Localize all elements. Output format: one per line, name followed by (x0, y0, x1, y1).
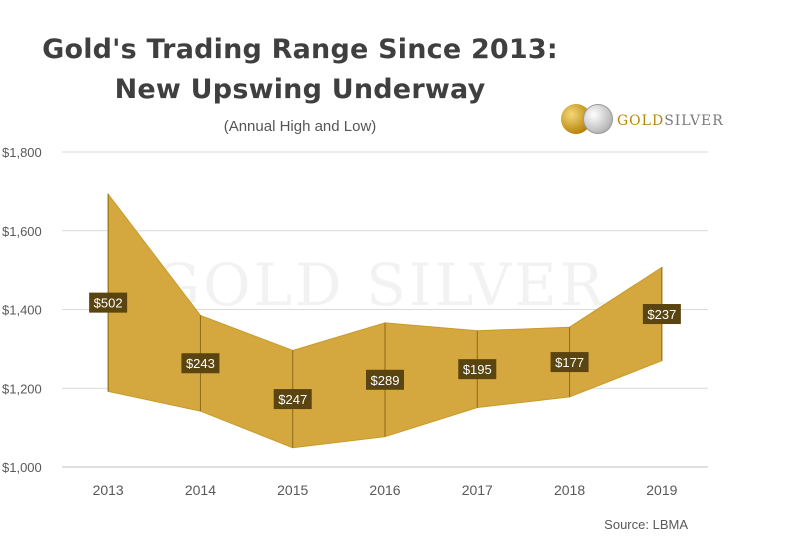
source-note: Source: LBMA (604, 517, 688, 532)
range-label: $177 (555, 355, 584, 370)
range-label-box (642, 304, 681, 325)
chart-title-block: Gold's Trading Range Since 2013: New Ups… (0, 30, 600, 135)
x-tick-label: 2015 (277, 482, 308, 498)
range-label-box (458, 359, 497, 380)
range-label: $502 (94, 296, 123, 311)
chart-title-line-2: New Upswing Underway (114, 74, 486, 105)
x-tick-label: 2014 (185, 482, 216, 498)
watermark-text: GOLD SILVER (154, 251, 607, 319)
range-label-box (366, 369, 404, 390)
y-tick-label: $1,800 (2, 145, 42, 160)
y-tick-label: $1,000 (2, 460, 42, 475)
range-label: $243 (186, 356, 215, 371)
x-tick-label: 2016 (369, 482, 400, 498)
y-tick-label: $1,400 (2, 303, 42, 318)
logo-text: GOLDSILVER (617, 113, 724, 129)
range-label-box (181, 353, 220, 374)
y-tick-label: $1,600 (2, 224, 42, 239)
range-label-box (550, 352, 589, 373)
x-tick-label: 2018 (554, 482, 585, 498)
goldsilver-logo: GOLDSILVER (561, 104, 731, 140)
range-label: $237 (647, 307, 676, 322)
range-label: $247 (278, 392, 307, 407)
chart-subtitle: (Annual High and Low) (223, 118, 377, 135)
logo-silver-text: SILVER (664, 113, 724, 129)
range-label: $195 (463, 362, 492, 377)
x-tick-label: 2013 (93, 482, 124, 498)
chart-title-line-1: Gold's Trading Range Since 2013: (42, 34, 558, 65)
y-tick-label: $1,200 (2, 381, 42, 396)
silver-coin-icon (583, 104, 613, 134)
range-label-box (273, 389, 312, 410)
x-tick-label: 2019 (646, 482, 677, 498)
x-tick-label: 2017 (462, 482, 493, 498)
range-label: $289 (371, 373, 400, 388)
range-label-box (89, 292, 128, 313)
logo-gold-text: GOLD (617, 113, 665, 129)
